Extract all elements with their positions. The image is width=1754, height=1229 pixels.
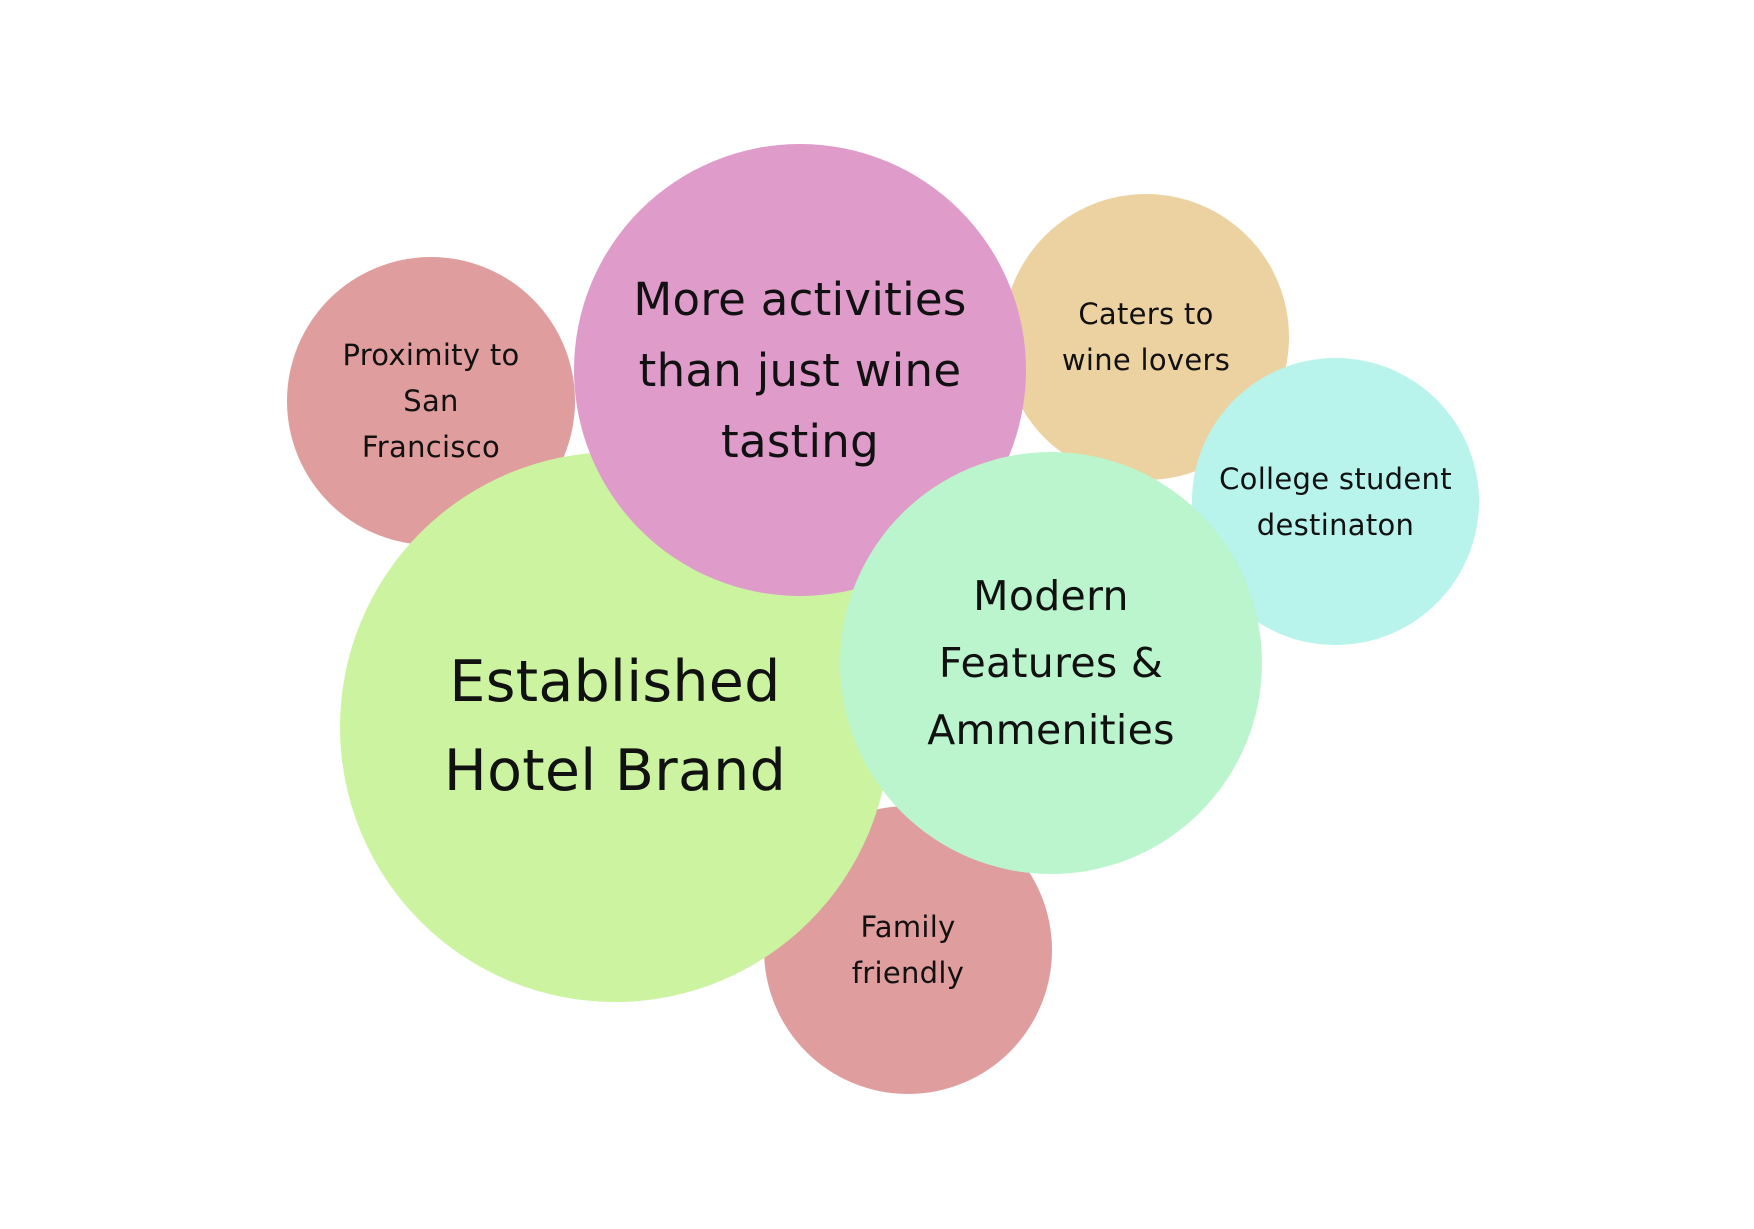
bubble-established-hotel-brand: Established Hotel Brand — [340, 452, 890, 1002]
bubble-label-established: Established Hotel Brand — [443, 649, 787, 804]
bubble-modern-features-amenities: Modern Features & Ammenities — [840, 452, 1262, 874]
bubble-label-modern: Modern Features & Ammenities — [927, 571, 1175, 754]
bubble-label-caters: Caters to wine lovers — [1061, 297, 1231, 377]
bubble-proximity-to-san-francisco: Proximity to San Francisco — [287, 257, 575, 545]
bubble-label-activities: More activities than just wine tasting — [633, 272, 967, 468]
bubble-label-family: Family friendly — [851, 910, 965, 990]
bubble-more-activities: More activities than just wine tasting — [574, 144, 1026, 596]
bubble-label-proximity: Proximity to San Francisco — [342, 338, 520, 464]
bubble-label-college: College student destinaton — [1219, 461, 1452, 542]
